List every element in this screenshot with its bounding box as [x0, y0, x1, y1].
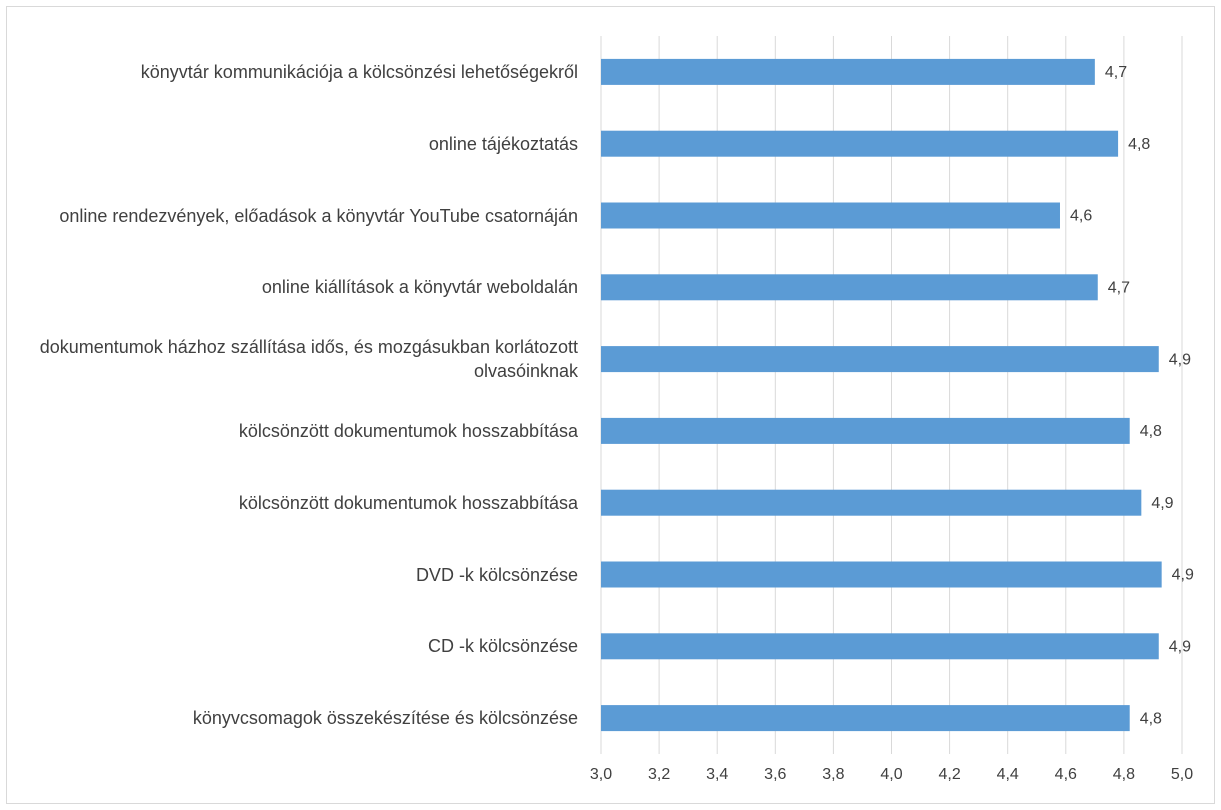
y-tick-label: online tájékoztatás [428, 133, 578, 154]
data-label: 4,9 [1169, 351, 1191, 368]
bar [601, 346, 1159, 373]
x-tick-label: 3,4 [706, 766, 728, 783]
y-tick-label: CD -k kölcsönzése [427, 636, 578, 657]
data-label: 4,9 [1169, 639, 1191, 656]
bar [601, 561, 1162, 588]
data-label: 4,8 [1140, 423, 1162, 440]
y-tick-label: könyvcsomagok összekészítése és kölcsönz… [192, 708, 578, 729]
data-label: 4,9 [1172, 567, 1194, 584]
data-label: 4,9 [1151, 495, 1173, 512]
x-tick-label: 4,0 [880, 766, 902, 783]
bar [601, 633, 1159, 660]
x-tick-label: 4,4 [997, 766, 1019, 783]
y-tick-label: dokumentumok házhoz szállítása idős, és … [39, 337, 578, 382]
x-tick-label: 4,6 [1055, 766, 1077, 783]
bar [601, 58, 1095, 85]
data-label: 4,6 [1070, 208, 1092, 225]
bar [601, 417, 1130, 444]
y-tick-label: online kiállítások a könyvtár weboldalán [261, 277, 578, 298]
x-tick-label: 3,6 [764, 766, 786, 783]
y-tick-label: DVD -k kölcsönzése [415, 564, 578, 585]
bar [601, 705, 1130, 732]
x-tick-label: 4,8 [1113, 766, 1135, 783]
bar [601, 274, 1098, 301]
bar [601, 489, 1142, 516]
y-tick-label: kölcsönzött dokumentumok hosszabbítása [238, 492, 578, 513]
x-tick-label: 4,2 [938, 766, 960, 783]
x-tick-label: 3,0 [590, 766, 612, 783]
x-tick-label: 3,8 [822, 766, 844, 783]
x-tick-label: 5,0 [1171, 766, 1193, 783]
bar [601, 202, 1060, 229]
data-label: 4,7 [1108, 280, 1130, 297]
y-tick-label: online rendezvények, előadások a könyvtá… [59, 205, 578, 226]
bar [601, 130, 1119, 157]
x-tick-label: 3,2 [648, 766, 670, 783]
y-tick-label: könyvtár kommunikációja a kölcsönzési le… [140, 61, 578, 82]
data-label: 4,8 [1140, 710, 1162, 727]
chart-border [6, 6, 1215, 804]
y-tick-label: kölcsönzött dokumentumok hosszabbítása [238, 420, 578, 441]
data-label: 4,7 [1105, 64, 1127, 81]
data-label: 4,8 [1128, 136, 1150, 153]
